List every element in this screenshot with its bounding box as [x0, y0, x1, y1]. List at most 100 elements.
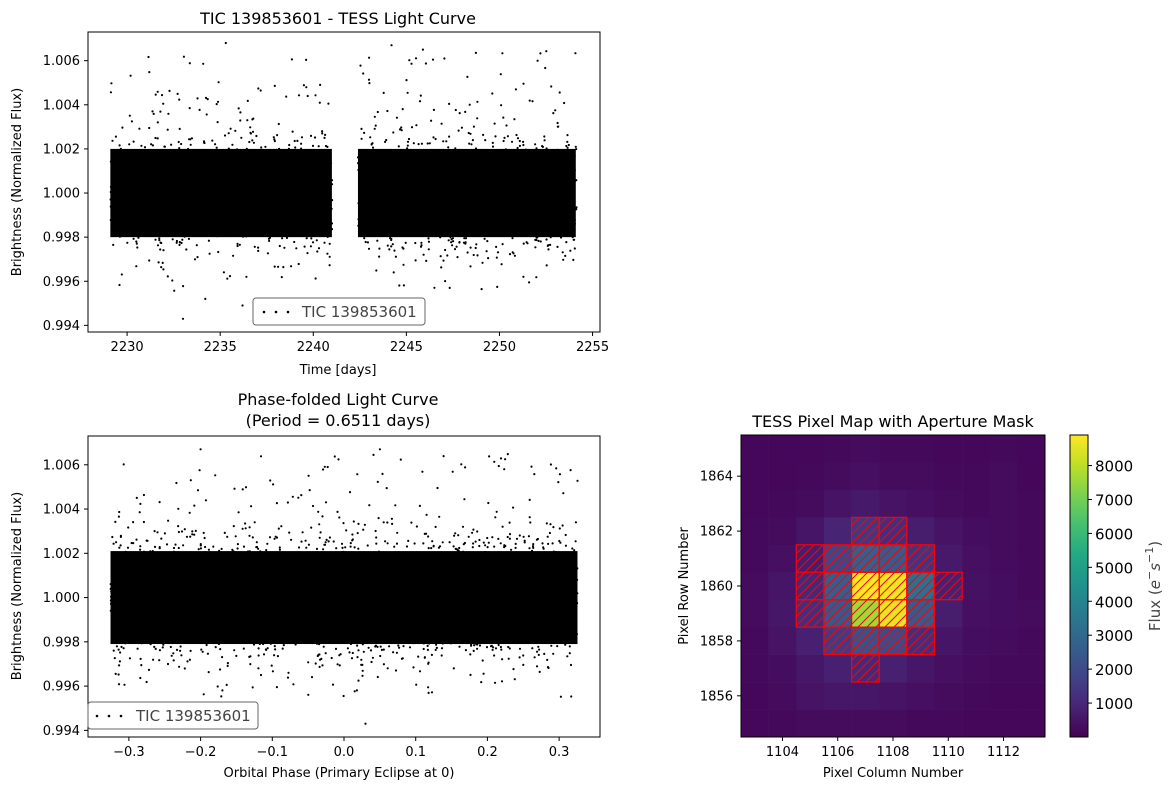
- pixel-cell: [823, 682, 852, 710]
- pixel-cell: [879, 709, 908, 738]
- pixel-cell: [962, 682, 991, 710]
- x-tick-label: 1108: [876, 745, 909, 760]
- pixel-map-panel: TESS Pixel Map with Aperture Mask 1104 11…: [677, 412, 1164, 781]
- pixel-cell: [823, 709, 852, 738]
- colorbar-tick-label: 8000: [1095, 458, 1133, 476]
- y-tick-label: 0.998: [43, 635, 80, 650]
- aperture-pixel: [878, 626, 908, 656]
- pixel-cell: [768, 517, 797, 546]
- y-tick-label: 1858: [700, 634, 733, 649]
- phase-folded-x-ticks: −0.3 −0.2 −0.1 0.0 0.1 0.2 0.3: [113, 737, 569, 760]
- legend-marker-dot: [262, 310, 266, 314]
- legend-marker-dot: [107, 714, 111, 718]
- pixel-cell: [741, 517, 769, 546]
- pixel-cell: [823, 489, 852, 518]
- aperture-pixel: [823, 544, 853, 573]
- y-tick-label: 1.004: [43, 503, 80, 518]
- x-tick-label: 0.3: [549, 745, 570, 760]
- light-curve-data-points: [109, 41, 578, 320]
- pixel-cell: [879, 654, 908, 683]
- pixel-cell: [1017, 544, 1046, 573]
- pixel-cell: [796, 682, 825, 710]
- y-tick-label: 1.000: [43, 591, 80, 606]
- pixel-cell: [962, 627, 991, 655]
- pixel-cell: [741, 709, 769, 738]
- phase-folded-legend-label: TIC 139853601: [135, 707, 251, 725]
- colorbar: [1069, 434, 1089, 738]
- colorbar-tick-label: 7000: [1095, 491, 1133, 509]
- colorbar-tick-label: 3000: [1095, 627, 1133, 645]
- x-tick-label: 1106: [821, 745, 854, 760]
- phase-folded-panel: Phase-folded Light Curve (Period = 0.651…: [10, 390, 601, 781]
- pixel-cell: [741, 462, 769, 491]
- aperture-pixel: [850, 599, 880, 628]
- x-tick-label: 2255: [576, 340, 609, 355]
- pixel-map-x-label: Pixel Column Number: [823, 766, 964, 781]
- pixel-cell: [768, 435, 797, 463]
- pixel-cell: [962, 654, 991, 683]
- pixel-cell: [962, 517, 991, 546]
- pixel-cell: [796, 517, 825, 546]
- pixel-cell: [796, 489, 825, 518]
- pixel-cell: [1017, 435, 1046, 463]
- aperture-pixel: [878, 571, 908, 601]
- pixel-cell: [934, 627, 963, 655]
- pixel-cell: [796, 435, 825, 463]
- pixel-cell: [796, 654, 825, 683]
- pixel-cell: [1017, 654, 1046, 683]
- pixel-cell: [934, 462, 963, 491]
- aperture-pixel: [795, 544, 825, 573]
- phase-folded-legend-box: [87, 701, 259, 730]
- light-curve-axes-frame: [87, 31, 601, 333]
- pixel-cell: [796, 627, 825, 655]
- pixel-cell: [768, 462, 797, 491]
- pixel-cell: [934, 435, 963, 463]
- pixel-cell: [768, 572, 797, 601]
- phase-folded-legend: TIC 139853601: [87, 701, 259, 730]
- y-tick-label: 0.998: [43, 231, 80, 246]
- pixel-cell: [906, 462, 935, 491]
- aperture-pixel: [850, 571, 880, 601]
- x-tick-label: 1104: [766, 745, 799, 760]
- aperture-pixel: [906, 599, 936, 628]
- x-tick-label: 1112: [987, 745, 1020, 760]
- pixel-cell: [879, 435, 908, 463]
- y-tick-label: 0.994: [43, 319, 80, 334]
- aperture-mask: [795, 516, 963, 683]
- pixel-cell: [851, 462, 880, 491]
- pixel-cell: [906, 682, 935, 710]
- x-tick-label: 2235: [204, 340, 237, 355]
- pixel-cell: [906, 435, 935, 463]
- pixel-map-y-ticks: 1856 1858 1860 1862 1864: [700, 470, 741, 704]
- pixel-cell: [934, 517, 963, 546]
- pixel-cell: [962, 599, 991, 628]
- light-curve-legend-box: [252, 297, 426, 326]
- x-tick-label: 0.1: [405, 745, 426, 760]
- light-curve-points: [109, 41, 578, 320]
- pixel-cell: [768, 489, 797, 518]
- pixel-cell: [823, 517, 852, 546]
- aperture-pixel: [906, 544, 936, 573]
- aperture-pixel: [878, 599, 908, 628]
- colorbar-tick-label: 6000: [1095, 525, 1133, 543]
- aperture-pixel: [850, 654, 880, 683]
- pixel-cell: [906, 489, 935, 518]
- pixel-cell: [934, 682, 963, 710]
- aperture-pixel: [850, 626, 880, 656]
- y-tick-label: 1864: [700, 470, 733, 485]
- phase-folded-title: Phase-folded Light Curve: [238, 390, 439, 409]
- light-curve-legend: TIC 139853601: [252, 297, 426, 326]
- pixel-cell: [962, 462, 991, 491]
- x-tick-label: −0.1: [257, 745, 289, 760]
- y-tick-label: 1.006: [43, 54, 80, 69]
- aperture-pixel: [878, 544, 908, 573]
- pixel-cell: [851, 489, 880, 518]
- pixel-cell: [1017, 627, 1046, 655]
- aperture-pixel: [823, 599, 853, 628]
- pixel-cell: [741, 489, 769, 518]
- pixel-cell: [934, 709, 963, 738]
- pixel-cell: [741, 654, 769, 683]
- phase-folded-y-ticks: 0.994 0.996 0.998 1.000 1.002 1.004 1.006: [43, 458, 88, 739]
- phase-folded-x-label: Orbital Phase (Primary Eclipse at 0): [224, 766, 455, 781]
- y-tick-label: 1.002: [43, 547, 80, 562]
